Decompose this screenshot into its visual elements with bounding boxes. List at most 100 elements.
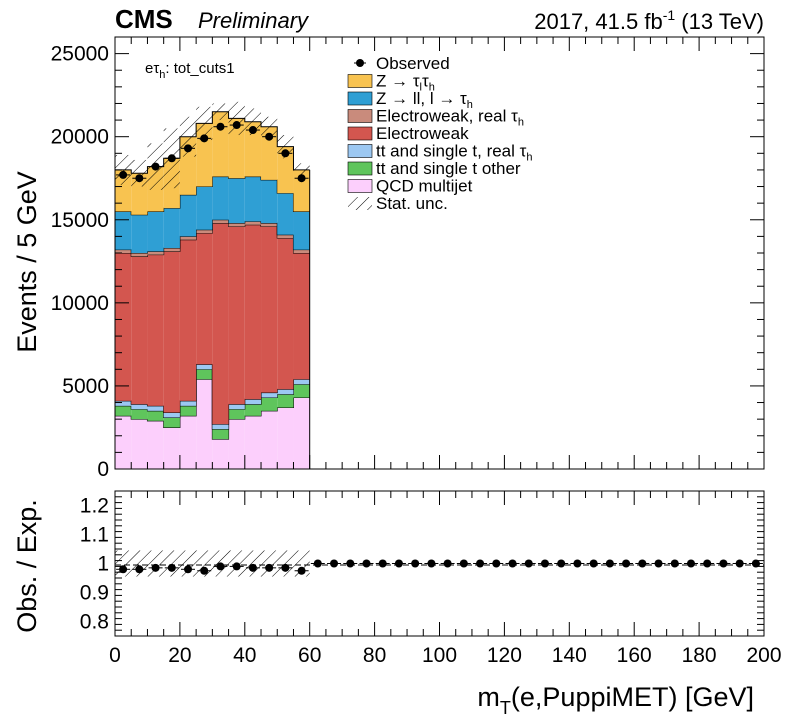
ratio-uncertainty-band [115, 550, 310, 577]
ratio-point-22 [476, 559, 485, 568]
bar-ewk-bin-6 [212, 223, 229, 425]
observed-point-7 [232, 121, 241, 130]
legend-swatch [347, 91, 373, 106]
bar-zll-bin-9 [261, 179, 278, 224]
bar-tt_other-bin-11 [293, 384, 310, 398]
bar-qcd-bin-5 [196, 379, 213, 469]
bar-tt_real-bin-2 [147, 405, 164, 411]
bar-tt_real-bin-10 [277, 389, 294, 395]
bar-tt_other-bin-1 [131, 409, 148, 420]
bar-tt_other-bin-4 [179, 405, 197, 416]
ratio-point-6 [216, 562, 225, 571]
ratio-point-13 [330, 559, 339, 568]
bar-ewk-bin-2 [147, 254, 164, 406]
legend-label: Z → τlτh [376, 72, 435, 94]
ratio-point-12 [313, 559, 322, 568]
legend-entry-observed: Observed [354, 54, 450, 73]
unc-bin-9 [261, 116, 278, 137]
unc-bin-4 [179, 116, 197, 157]
x-axis-label: mT(e,PuppiMET) [GeV] [477, 682, 754, 718]
ratio-point-35 [686, 559, 695, 568]
legend-label: Electroweak, real τh [376, 107, 524, 129]
observed-point-6 [216, 122, 225, 131]
legend-label: QCD multijet [376, 177, 473, 196]
ratio-point-29 [589, 559, 598, 568]
observed-point-0 [119, 170, 128, 179]
ratio-point-18 [411, 559, 420, 568]
bar-tt_real-bin-9 [261, 392, 278, 398]
bar-tt_other-bin-7 [228, 409, 245, 420]
unc-bin-7 [228, 101, 245, 136]
legend-label: Z → ll, l → τh [376, 89, 473, 111]
x-tick-labels: 0 20 40 60 80 100 120 140 160 180 200 [109, 644, 781, 667]
legend-entry-qcd: QCD multijet [347, 177, 473, 196]
xtick-label: 60 [298, 644, 321, 667]
unc-bin-5 [196, 106, 213, 141]
bar-ewk-bin-3 [163, 251, 180, 413]
legend-swatch [347, 179, 373, 193]
ratio-point-2 [151, 563, 160, 572]
ratio-point-4 [184, 565, 193, 574]
ratio-point-3 [167, 563, 176, 572]
ratio-ytick-label: 1.2 [80, 495, 109, 518]
ratio-point-20 [443, 559, 452, 568]
ratio-point-17 [394, 559, 403, 568]
xtick-label: 180 [682, 644, 717, 667]
xtick-label: 0 [109, 644, 121, 667]
ratio-point-19 [427, 559, 436, 568]
xtick-label: 20 [168, 644, 191, 667]
bar-zll-bin-7 [228, 178, 245, 224]
ratio-ytick-label: 0.9 [80, 582, 109, 605]
unc-bin-1 [131, 159, 148, 187]
bar-zll-bin-0 [115, 211, 132, 250]
main-ytick-label: 15000 [51, 209, 109, 232]
ratio-point-16 [378, 559, 387, 568]
preliminary-label: Preliminary [198, 8, 310, 33]
legend-entry-ewk: Electroweak [347, 124, 469, 143]
ratio-ytick-label: 0.8 [80, 611, 109, 634]
bar-tt_other-bin-3 [163, 417, 180, 428]
bar-ewk-bin-11 [293, 253, 310, 380]
bar-tt_real-bin-4 [179, 400, 197, 406]
legend-entry-tt_real: tt and single t, real τh [347, 142, 532, 164]
ratio-point-0 [119, 565, 128, 574]
observed-point-9 [265, 132, 274, 141]
bar-tt_other-bin-10 [277, 394, 294, 408]
bar-ztt-bin-6 [212, 111, 229, 177]
ratio-point-25 [524, 559, 533, 568]
ratio-point-7 [232, 562, 241, 571]
bar-ewk-bin-9 [261, 226, 278, 393]
xtick-label: 40 [233, 644, 256, 667]
legend-label: tt and single t other [376, 159, 521, 178]
legend-swatch [347, 109, 373, 123]
xtick-label: 80 [363, 644, 386, 667]
observed-point-10 [281, 149, 290, 158]
ratio-point-1 [135, 565, 144, 574]
unc-bin-0 [115, 154, 132, 185]
ratio-points [116, 559, 763, 575]
bar-zll-bin-6 [212, 176, 229, 220]
observed-point-8 [248, 126, 257, 135]
xtick-label: 120 [487, 644, 522, 667]
legend-hatch-swatch [348, 197, 372, 210]
legend-entry-tt_other: tt and single t other [347, 159, 521, 178]
observed-point-3 [167, 154, 176, 163]
bar-qcd-bin-2 [147, 420, 164, 469]
unc-bin-10 [277, 135, 294, 159]
unc-bin-8 [244, 108, 262, 136]
legend-label: tt and single t, real τh [376, 142, 532, 164]
observed-point-5 [200, 134, 209, 143]
observed-point-11 [297, 174, 306, 183]
bar-ewk_real-bin-1 [131, 253, 148, 257]
bar-ewk_real-bin-6 [212, 219, 229, 224]
bar-ewk_real-bin-7 [228, 223, 245, 227]
bar-qcd-bin-4 [179, 415, 197, 469]
ratio-point-10 [281, 563, 290, 572]
ratio-point-37 [719, 559, 728, 568]
bar-qcd-bin-7 [228, 419, 245, 469]
bar-zll-bin-3 [163, 208, 180, 249]
xtick-label: 100 [422, 644, 457, 667]
legend-label: Stat. unc. [376, 194, 448, 213]
observed-point-4 [184, 144, 193, 153]
observed-points [116, 121, 309, 183]
